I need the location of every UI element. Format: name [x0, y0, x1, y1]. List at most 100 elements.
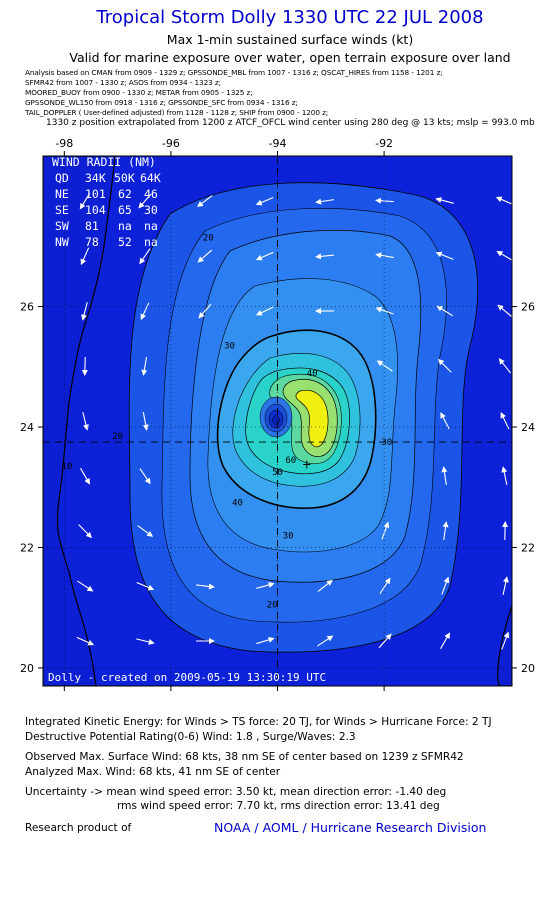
source-line-2: SFMR42 from 1007 - 1330 z; ASOS from 093… [25, 78, 221, 87]
wind-vector-arrow-18 [198, 303, 212, 319]
tick-label-lat-right-0: 20 [521, 662, 535, 675]
wind-radii-header: WIND RADII (NM) [52, 155, 156, 169]
wind-radii-col-64k: 64K [140, 171, 161, 185]
eye-core [272, 415, 280, 425]
wind-radii-table: WIND RADII (NM) QD 34K 50K 64K NE 101 62… [52, 155, 161, 249]
wind-vector-arrow-51 [136, 638, 155, 645]
contour-label-5: 30 [283, 531, 294, 541]
research-label: Research product of [25, 822, 132, 834]
wind-radii-col-qd: QD [55, 171, 69, 185]
tick-label-lon-bottom-2: -94 [269, 694, 287, 696]
wind-vector-arrow-45 [256, 582, 275, 589]
wind-vector-arrow-55 [378, 633, 392, 649]
contour-label-4: 30 [381, 438, 392, 448]
tick-label-lat-right-3: 26 [521, 301, 535, 314]
coastline-mexico [43, 156, 116, 686]
tick-label-lon-top-3: -92 [375, 137, 393, 150]
wind-radii-ne-34k: 101 [85, 187, 106, 201]
wind-vector-arrow-50 [76, 636, 95, 646]
contour-label-7: 40 [232, 498, 243, 508]
wind-vector-arrow-25 [141, 357, 148, 376]
wind-vector-arrow-19 [255, 306, 274, 316]
tick-label-lat-left-1: 22 [20, 541, 34, 554]
wind-vector-arrow-34 [139, 468, 151, 485]
wind-vector-arrow-44 [195, 583, 215, 590]
axis-ticks: -98 -98 -96 -96 -94 -94 -92 -92 20 20 22 22 24 24 26 26 [20, 137, 535, 696]
wind-vector-arrow-15 [496, 250, 512, 261]
contour-label-10: 10 [62, 462, 73, 472]
wind-vector-arrow-4 [315, 198, 334, 205]
wind-vector-arrow-16 [81, 302, 88, 321]
wind-vector-arrow-35 [441, 466, 448, 485]
wind-vector-arrow-43 [136, 582, 155, 591]
source-line-5: TAIL_DOPPLER ( User-defined adjusted) fr… [25, 108, 329, 117]
wind-radii-col-34k: 34K [85, 171, 106, 185]
wind-vector-arrow-6 [435, 197, 454, 204]
dpr-text: Destructive Potential Rating(0-6) Wind: … [25, 731, 356, 743]
source-line-4: GPSSONDE_WL150 from 0918 - 1316 z; GPSSO… [25, 98, 298, 107]
wind-vector-arrow-14 [435, 251, 454, 260]
contour-label-6: 40 [307, 369, 318, 379]
wind-vector-arrow-53 [256, 636, 275, 645]
tick-label-lat-left-3: 26 [20, 301, 34, 314]
wind-vector-arrow-57 [501, 631, 510, 650]
wind-vector-arrow-1 [138, 193, 152, 209]
wind-vector-arrow-40 [442, 521, 449, 540]
wind-vector-arrow-23 [497, 304, 512, 318]
tick-label-lon-bottom-0: -98 [55, 694, 73, 696]
research-org-link[interactable]: NOAA / AOML / Hurricane Research Divisio… [214, 820, 487, 835]
wind-vector-arrow-26 [376, 360, 393, 372]
wind-vector-arrow-10 [197, 249, 213, 263]
wind-vector-arrow-13 [375, 252, 394, 259]
tick-label-lat-right-1: 22 [521, 541, 535, 554]
map-title: Tropical Storm Dolly 1330 UTC 22 JUL 200… [96, 7, 484, 28]
contour-label-9: 60 [285, 456, 296, 466]
wind-radii-ne-64k: 46 [144, 187, 158, 201]
tick-label-lon-top-1: -96 [162, 137, 180, 150]
tick-label-lat-left-0: 20 [20, 662, 34, 675]
contour-label-0: 20 [203, 233, 214, 243]
map-subtitle-exposure: Valid for marine exposure over water, op… [69, 50, 511, 65]
map-credit: Dolly - created on 2009-05-19 13:30:19 U… [48, 671, 326, 684]
wind-radii-se-34k: 104 [85, 203, 106, 217]
tick-label-lon-top-2: -94 [269, 137, 287, 150]
wind-vector-arrow-0 [79, 193, 91, 210]
wind-vector-arrow-46 [317, 579, 333, 593]
wind-vector-arrow-22 [436, 305, 453, 317]
wind-radii-sw-label: SW [55, 219, 69, 233]
analyzed-max-text: Analyzed Max. Wind: 68 kts, 41 nm SE of … [25, 766, 281, 778]
wind-vector-arrow-29 [82, 412, 89, 431]
contour-label-2: 20 [267, 601, 278, 611]
wind-vector-arrow-33 [80, 467, 91, 485]
source-line-1: Analysis based on CMAN from 0909 - 1329 … [25, 68, 443, 77]
wind-radii-sw-64k: na [144, 219, 158, 233]
wind-vector-arrow-48 [441, 576, 450, 595]
wind-vector-arrow-28 [498, 358, 512, 374]
contour-65kt [295, 389, 329, 448]
wind-radii-nw-64k: na [144, 235, 158, 249]
wind-vector-arrow-38 [137, 525, 154, 537]
tick-label-lon-top-0: -98 [55, 137, 73, 150]
wind-vector-arrow-49 [502, 576, 509, 595]
max-wind-marker: + [302, 457, 312, 471]
wind-vector-arrow-11 [255, 251, 274, 261]
wind-vector-arrow-3 [255, 196, 274, 206]
wind-radii-se-64k: 30 [144, 203, 158, 217]
wind-radii-ne-50k: 62 [118, 187, 132, 201]
wind-radii-nw-34k: 78 [85, 235, 99, 249]
wind-radii-sw-34k: 81 [85, 219, 99, 233]
wind-vector-arrow-2 [196, 195, 213, 207]
uncertainty-line-2: rms wind speed error: 7.70 kt, rms direc… [117, 800, 440, 812]
wind-vector-arrow-31 [440, 412, 450, 430]
wind-radii-col-50k: 50K [114, 171, 135, 185]
wind-vector-arrow-56 [440, 632, 450, 650]
wind-radii-se-label: SE [55, 203, 69, 217]
wind-vector-field [76, 193, 512, 650]
uncertainty-line-1: Uncertainty -> mean wind speed error: 3.… [25, 786, 447, 798]
wind-vector-arrow-17 [140, 302, 150, 321]
map-subtitle-variable: Max 1-min sustained surface winds (kt) [166, 32, 414, 47]
wind-vector-arrow-21 [375, 306, 394, 315]
wind-radii-sw-50k: na [118, 219, 132, 233]
